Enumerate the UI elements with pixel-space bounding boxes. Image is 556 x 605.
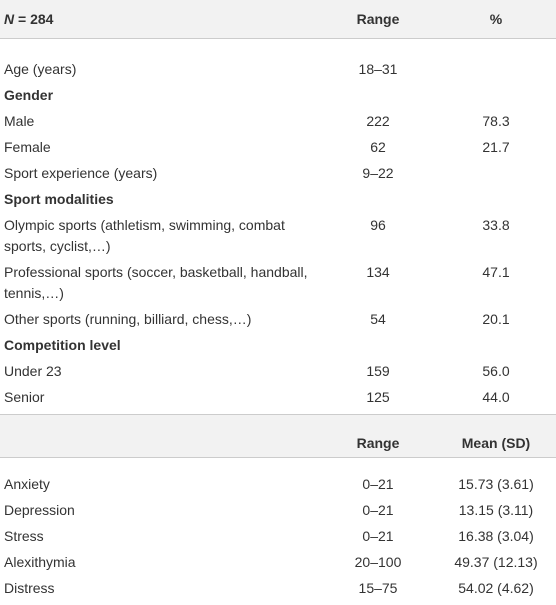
row-label: Senior bbox=[4, 388, 45, 405]
table-row: Alexithymia 20–100 49.37 (12.13) bbox=[0, 549, 556, 575]
section-label: Gender bbox=[4, 86, 54, 103]
pct-cell bbox=[436, 59, 556, 80]
table-row: Sport experience (years) 9–22 bbox=[0, 160, 556, 186]
pct-cell: 44.0 bbox=[482, 388, 510, 405]
range-cell: 222 bbox=[366, 112, 390, 129]
table-row: Senior 125 44.0 bbox=[0, 384, 556, 410]
row-label: Olympic sports (athletism, swimming, com… bbox=[4, 216, 285, 254]
range-cell: 54 bbox=[370, 310, 386, 327]
range-header: Range bbox=[356, 11, 400, 27]
table2-header: Range Mean (SD) bbox=[0, 414, 556, 458]
row-label: Under 23 bbox=[4, 362, 62, 379]
table-row: Olympic sports (athletism, swimming, com… bbox=[0, 212, 556, 259]
range-cell: 134 bbox=[366, 263, 390, 280]
table-row: Stress 0–21 16.38 (3.04) bbox=[0, 523, 556, 549]
table2-body: Anxiety 0–21 15.73 (3.61) Depression 0–21 13.… bbox=[0, 458, 556, 601]
section-label: Sport modalities bbox=[4, 190, 114, 207]
row-label: Other sports (running, billiard, chess,…… bbox=[4, 310, 252, 327]
empty-header bbox=[0, 451, 320, 457]
range-cell: 159 bbox=[366, 362, 390, 379]
table-row: Under 23 159 56.0 bbox=[0, 358, 556, 384]
mean-cell: 13.15 (3.11) bbox=[458, 501, 534, 518]
table-row: Sport modalities bbox=[0, 186, 556, 212]
range-cell: 125 bbox=[366, 388, 390, 405]
mean-header: Mean (SD) bbox=[461, 435, 531, 451]
section-label: Competition level bbox=[4, 336, 121, 353]
pct-cell: 33.8 bbox=[482, 216, 510, 233]
range-cell: 20–100 bbox=[354, 553, 402, 570]
pct-header: % bbox=[489, 11, 503, 27]
row-label: Anxiety bbox=[4, 475, 50, 492]
n-symbol: N bbox=[4, 11, 15, 27]
table-row: Female 62 21.7 bbox=[0, 134, 556, 160]
mean-cell: 54.02 (4.62) bbox=[458, 579, 534, 596]
mean-cell: 16.38 (3.04) bbox=[458, 527, 534, 544]
range-header: Range bbox=[356, 435, 400, 451]
table-row: Gender bbox=[0, 82, 556, 108]
table-row: Age (years) 18–31 bbox=[0, 56, 556, 82]
mean-cell: 15.73 (3.61) bbox=[458, 475, 534, 492]
row-label: Female bbox=[4, 138, 51, 155]
range-cell: 0–21 bbox=[362, 527, 394, 544]
row-label: Depression bbox=[4, 501, 75, 518]
pct-cell: 20.1 bbox=[482, 310, 510, 327]
mean-cell: 49.37 (12.13) bbox=[454, 553, 538, 570]
range-cell: 0–21 bbox=[362, 475, 394, 492]
row-label: Sport experience (years) bbox=[4, 164, 158, 181]
table1-body: Age (years) 18–31 Gender Male 222 78.3 Female 6… bbox=[0, 39, 556, 414]
table1-header: N = 284 Range % bbox=[0, 0, 556, 39]
range-cell: 18–31 bbox=[358, 60, 398, 77]
pct-cell: 56.0 bbox=[482, 362, 510, 379]
row-label: Age (years) bbox=[4, 60, 77, 77]
table-row: Depression 0–21 13.15 (3.11) bbox=[0, 497, 556, 523]
pct-cell: 21.7 bbox=[482, 138, 510, 155]
range-cell: 0–21 bbox=[362, 501, 394, 518]
row-label: Distress bbox=[4, 579, 55, 596]
table-row: Distress 15–75 54.02 (4.62) bbox=[0, 575, 556, 601]
row-label: Professional sports (soccer, basketball,… bbox=[4, 263, 308, 301]
range-cell: 96 bbox=[370, 216, 386, 233]
table-row: Other sports (running, billiard, chess,…… bbox=[0, 306, 556, 332]
table-row: Professional sports (soccer, basketball,… bbox=[0, 259, 556, 306]
n-cell: N = 284 bbox=[0, 11, 320, 27]
pct-cell: 78.3 bbox=[482, 112, 510, 129]
range-cell: 62 bbox=[370, 138, 386, 155]
table-row: Anxiety 0–21 15.73 (3.61) bbox=[0, 471, 556, 497]
n-value: = 284 bbox=[18, 11, 54, 27]
range-cell: 9–22 bbox=[362, 164, 394, 181]
row-label: Stress bbox=[4, 527, 44, 544]
range-cell: 15–75 bbox=[358, 579, 398, 596]
table-row: Competition level bbox=[0, 332, 556, 358]
row-label: Alexithymia bbox=[4, 553, 76, 570]
pct-cell: 47.1 bbox=[482, 263, 510, 280]
pct-cell bbox=[436, 163, 556, 184]
row-label: Male bbox=[4, 112, 35, 129]
table-row: Male 222 78.3 bbox=[0, 108, 556, 134]
